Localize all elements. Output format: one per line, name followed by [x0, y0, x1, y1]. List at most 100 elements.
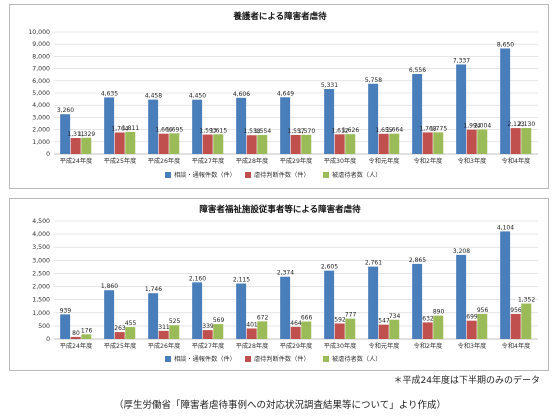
legend-label: 虐待判断件数（件） [254, 171, 310, 179]
bar [114, 132, 125, 154]
data-label: 1,811 [122, 125, 139, 132]
bar [368, 266, 379, 339]
data-label: 1,352 [518, 297, 535, 304]
bar [521, 303, 532, 339]
bar [60, 114, 71, 154]
data-label: 1,664 [386, 127, 403, 134]
data-label: 6,556 [409, 67, 426, 74]
bar [389, 133, 400, 154]
data-label: 1,554 [254, 128, 271, 135]
data-label: 2,761 [365, 260, 382, 267]
bar [169, 325, 180, 339]
data-label: 263 [114, 325, 126, 332]
data-label: 1,764 [111, 125, 128, 132]
chart-title: 養護者による障害者虐待 [232, 11, 327, 22]
x-category-label: 平成28年度 [236, 342, 269, 350]
bar [324, 88, 335, 154]
data-label: 7,337 [453, 57, 470, 64]
y-tick-label: 1,000 [32, 139, 50, 146]
y-tick-label: 4,000 [32, 102, 50, 109]
bar [477, 129, 488, 154]
footnote: ＊平成24年度は下半期のみのデータ [393, 376, 540, 386]
y-tick-label: 2,000 [32, 127, 50, 134]
data-label: 339 [202, 323, 214, 330]
bar [192, 282, 203, 339]
legend-label: 虐待判断件数（件） [254, 355, 310, 363]
bar [104, 97, 115, 154]
bar [334, 134, 345, 154]
data-label: 2,374 [277, 270, 294, 277]
y-tick-label: 7,000 [32, 66, 50, 73]
bar [148, 99, 159, 154]
x-category-label: 平成26年度 [148, 342, 181, 350]
bar [500, 48, 511, 154]
data-label: 632 [422, 315, 434, 322]
bar [422, 322, 433, 339]
data-label: 1,860 [101, 283, 118, 290]
y-tick-label: 10,000 [28, 29, 50, 36]
data-label: 2,115 [233, 277, 250, 284]
data-label: 547 [378, 318, 390, 325]
bar [114, 332, 125, 339]
x-category-label: 平成24年度 [60, 157, 93, 165]
data-label: 176 [81, 327, 93, 334]
bar [280, 276, 291, 339]
bar [257, 321, 268, 339]
bar [246, 135, 257, 154]
data-label: 5,758 [365, 77, 382, 84]
data-label: 3,260 [57, 107, 74, 114]
bar [345, 318, 356, 339]
legend-swatch [165, 356, 171, 362]
y-tick-label: 4,000 [32, 231, 50, 238]
data-label: 1,626 [342, 127, 359, 134]
bar [246, 328, 257, 339]
y-tick-label: 1,000 [32, 310, 50, 317]
legend-swatch [323, 172, 329, 178]
data-label: 939 [60, 307, 72, 314]
data-label: 4,104 [497, 224, 514, 231]
legend-swatch [165, 172, 171, 178]
source-citation: （厚生労働省「障害者虐待事例への対応状況調査結果等について」より作成） [113, 400, 447, 411]
x-category-label: 令和3年度 [458, 342, 487, 350]
bar [280, 97, 291, 154]
x-category-label: 令和4年度 [502, 157, 531, 165]
legend-swatch [245, 172, 251, 178]
bar [456, 254, 467, 339]
data-label: 4,649 [277, 90, 294, 97]
bar [521, 128, 532, 154]
bar [389, 319, 400, 339]
data-label: 666 [301, 315, 313, 322]
bar [368, 83, 379, 154]
bar [412, 263, 423, 339]
bar [70, 138, 81, 154]
data-label: 1,570 [298, 128, 315, 135]
data-label: 2,605 [321, 264, 338, 271]
bar [70, 336, 81, 339]
bar [257, 135, 268, 154]
data-label: 1,329 [78, 131, 95, 138]
data-label: 672 [257, 314, 269, 321]
bar [510, 128, 521, 154]
bar [301, 321, 312, 339]
bar [456, 64, 467, 154]
data-label: 1,768 [419, 125, 436, 132]
data-label: 401 [246, 321, 258, 328]
x-category-label: 平成26年度 [148, 157, 181, 165]
y-tick-label: 0 [46, 151, 50, 158]
bar [169, 133, 180, 154]
bar [412, 74, 423, 154]
data-label: 569 [213, 317, 225, 324]
chart-svg: 障害者福祉施設従事者等による障害者虐待 0 500 1,000 1,500 2,000 2,… [32, 204, 538, 363]
x-category-label: 令和2年度 [414, 157, 443, 165]
data-label: 1,695 [166, 126, 183, 133]
x-category-label: 平成29年度 [280, 342, 313, 350]
bar [60, 314, 71, 339]
bar [81, 334, 92, 339]
data-label: 8,650 [497, 41, 514, 48]
bar [433, 315, 444, 339]
x-category-label: 令和4年度 [502, 342, 531, 350]
bar [477, 313, 488, 339]
x-category-label: 平成27年度 [192, 342, 225, 350]
bar [202, 134, 213, 154]
data-label: 2,123 [507, 121, 524, 128]
